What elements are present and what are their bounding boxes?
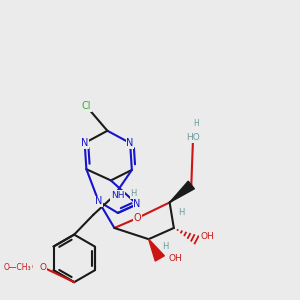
Text: O—CH₃: O—CH₃ [4, 262, 31, 272]
Text: N: N [126, 138, 134, 148]
Text: HO: HO [186, 133, 200, 142]
Text: OH: OH [169, 254, 182, 263]
Text: NH: NH [111, 191, 124, 200]
Text: Cl: Cl [82, 101, 91, 111]
Text: O: O [133, 213, 141, 223]
Text: O: O [39, 262, 46, 272]
Text: N: N [81, 138, 88, 148]
Text: H: H [194, 119, 200, 128]
Text: O: O [26, 262, 33, 272]
Text: OH: OH [200, 232, 214, 241]
Text: H: H [130, 189, 137, 198]
Text: N: N [134, 199, 141, 209]
Text: H: H [162, 242, 168, 251]
Text: N: N [95, 196, 102, 206]
Polygon shape [148, 239, 164, 261]
Polygon shape [169, 181, 194, 202]
Text: O: O [39, 262, 46, 272]
Text: H: H [178, 208, 184, 217]
